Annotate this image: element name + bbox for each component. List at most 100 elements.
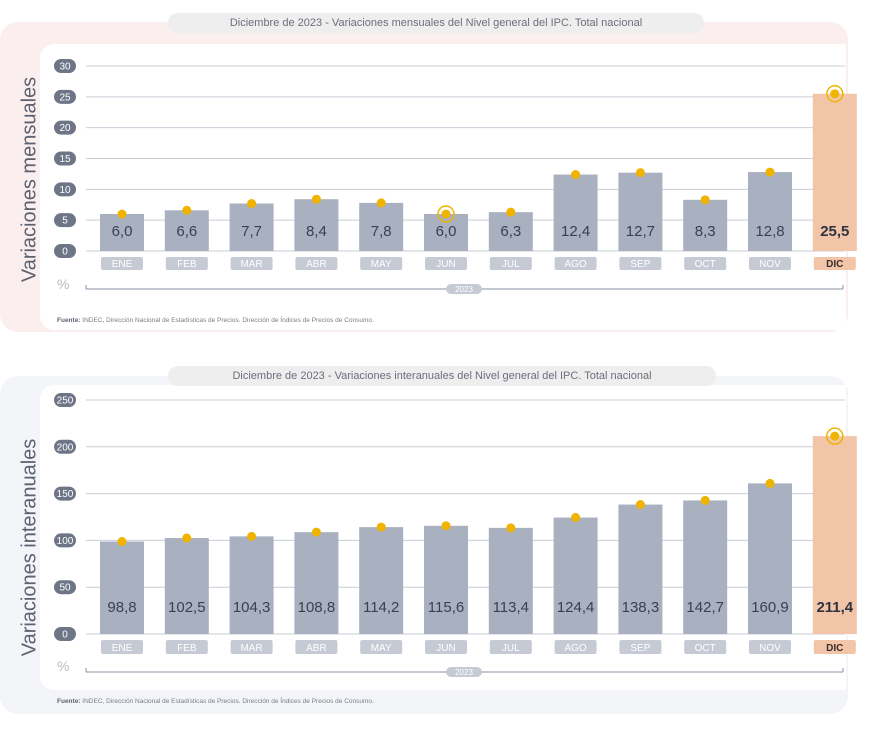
bar (359, 527, 404, 634)
bar-dot (247, 531, 257, 541)
y-tick-badge (54, 627, 76, 641)
year-label: 2023 (455, 285, 473, 294)
y-tick-badge (54, 580, 76, 595)
y-tick-badge (54, 213, 76, 228)
bar-value-label: 113,4 (493, 599, 529, 616)
bar-value-label: 12,8 (755, 223, 784, 240)
bar-dot (635, 500, 645, 510)
bar-dot (182, 205, 192, 215)
x-tick-badge (619, 640, 662, 654)
x-tick-badge (425, 640, 467, 654)
year-badge (446, 667, 482, 677)
bar-dot (311, 527, 321, 537)
monthly-bar-chart: 0 5 10 15 20 25 30 6,0 ENE 6,6 FEB 7,7 MAR 8,4 ABR 7,8 M… (54, 59, 857, 294)
x-tick-badge (230, 257, 273, 270)
bar-value-label: 160,9 (751, 599, 789, 616)
source-text: INDEC, Dirección Nacional de Estadística… (82, 317, 374, 324)
bar-value-label: 7,8 (371, 223, 392, 240)
x-tick-label: MAR (240, 643, 262, 654)
y-tick-label: 50 (59, 583, 71, 594)
source-text: INDEC, Dirección Nacional de Estadística… (82, 698, 374, 705)
x-tick-label: FEB (177, 259, 197, 270)
bar-value-label: 142,7 (686, 599, 724, 616)
y-tick-label: 5 (62, 216, 68, 227)
x-tick-badge (101, 257, 143, 270)
source-note-monthly: Fuente: INDEC, Dirección Nacional de Est… (57, 317, 374, 324)
bar-value-label: 6,0 (436, 223, 457, 240)
x-tick-badge (230, 640, 273, 654)
unit-label-monthly: % (57, 276, 70, 292)
bar-value-label: 104,3 (233, 599, 271, 616)
bar (164, 210, 209, 251)
y-tick-label: 100 (57, 536, 74, 547)
bar-dot (441, 209, 451, 219)
bar-value-label: 6,6 (176, 223, 197, 240)
chart-title-monthly: Diciembre de 2023 - Variaciones mensuale… (168, 13, 704, 33)
x-tick-badge (554, 257, 597, 270)
bar (618, 504, 663, 634)
bar-value-label: 12,4 (561, 223, 590, 240)
x-tick-badge (489, 640, 532, 654)
bar-value-label: 124,4 (557, 599, 595, 616)
y-tick-label: 250 (57, 396, 74, 407)
bar (488, 212, 533, 251)
y-tick-badge (54, 533, 76, 548)
x-tick-badge (749, 640, 791, 654)
x-tick-badge (749, 257, 791, 270)
bar-dot (830, 431, 840, 441)
x-tick-label: JUL (502, 259, 520, 270)
bar-dot (765, 167, 775, 177)
y-tick-label: 25 (59, 92, 71, 103)
source-prefix: Fuente: (57, 698, 81, 705)
y-tick-badge (54, 151, 76, 166)
y-tick-badge (54, 486, 76, 501)
year-badge (446, 284, 482, 294)
y-tick-badge (54, 439, 76, 454)
x-tick-badge (360, 640, 403, 654)
bar-dot (571, 513, 581, 523)
bar-dot (830, 89, 840, 99)
bar-dot-ring (826, 427, 844, 445)
x-tick-badge (554, 640, 597, 654)
y-tick-label: 0 (62, 247, 68, 258)
bar-dot-ring (826, 85, 844, 103)
bar-value-label: 102,5 (168, 599, 206, 616)
bar-dot (117, 209, 127, 219)
x-tick-badge (813, 257, 856, 270)
x-tick-badge (360, 257, 403, 270)
y-tick-label: 15 (59, 154, 71, 165)
y-tick-badge (54, 59, 76, 73)
y-tick-badge (54, 393, 76, 407)
bar (229, 203, 274, 251)
x-tick-label: OCT (695, 643, 716, 654)
y-tick-badge (54, 244, 76, 258)
bar (164, 538, 209, 634)
bar (683, 199, 728, 251)
y-tick-badge (54, 89, 76, 104)
bar-dot (182, 533, 192, 543)
x-tick-label: FEB (177, 643, 197, 654)
bar-value-label: 6,0 (112, 223, 133, 240)
source-prefix: Fuente: (57, 317, 81, 324)
y-tick-label: 150 (57, 489, 74, 500)
bar (553, 517, 598, 634)
bar-dot (700, 195, 710, 205)
bar-dot (765, 478, 775, 488)
y-tick-badge (54, 120, 76, 135)
x-tick-label: DIC (826, 259, 843, 270)
x-tick-badge (619, 257, 662, 270)
bar (294, 532, 339, 634)
bar (683, 500, 728, 634)
x-tick-badge (101, 640, 143, 654)
bar-dot (311, 194, 321, 204)
x-tick-label: ENE (112, 259, 133, 270)
bar-dot (117, 537, 127, 547)
chart-plot-card-monthly (40, 44, 846, 330)
y-tick-label: 20 (59, 123, 71, 134)
bar-value-label: 6,3 (500, 223, 521, 240)
y-tick-label: 10 (59, 185, 71, 196)
x-tick-label: ENE (112, 643, 133, 654)
x-tick-badge (489, 257, 532, 270)
bar-value-label: 25,5 (820, 223, 849, 240)
x-tick-label: DIC (826, 643, 843, 654)
